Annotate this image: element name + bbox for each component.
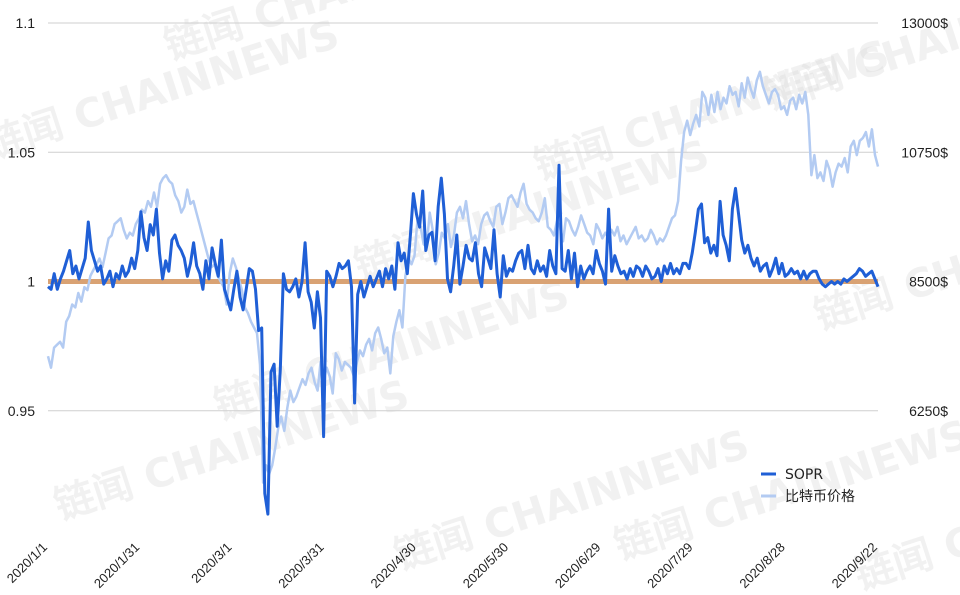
x-tick-label-0: 2020/1/1 [4,540,50,586]
x-tick-label-3: 2020/3/31 [275,540,327,592]
x-tick-label-1: 2020/1/31 [91,540,143,592]
right-tick-label-0: 6250$ [909,403,948,419]
legend-label-sopr: SOPR [785,467,823,483]
right-tick-label-3: 13000$ [901,15,948,31]
x-tick-label-2: 2020/3/1 [188,540,234,586]
legend-label-price: 比特币价格 [785,489,855,505]
left-axis: 0.95 1 1.05 1.1 [8,15,35,419]
right-tick-label-1: 8500$ [909,274,948,290]
watermark-9: 链闻 CHAINNEWS [809,181,960,339]
left-tick-label-2: 1.05 [8,144,35,160]
left-tick-label-1: 1 [27,274,35,290]
series-line-price [46,70,880,484]
right-tick-label-2: 10750$ [901,144,948,160]
left-tick-label-0: 0.95 [8,403,35,419]
left-tick-label-3: 1.1 [16,15,36,31]
x-tick-label-6: 2020/6/29 [552,540,604,592]
legend: SOPR 比特币价格 [761,467,855,505]
right-axis: 6250$ 8500$ 10750$ 13000$ [901,15,948,419]
x-tick-label-8: 2020/8/28 [736,540,788,592]
series-line-sopr [47,163,880,516]
